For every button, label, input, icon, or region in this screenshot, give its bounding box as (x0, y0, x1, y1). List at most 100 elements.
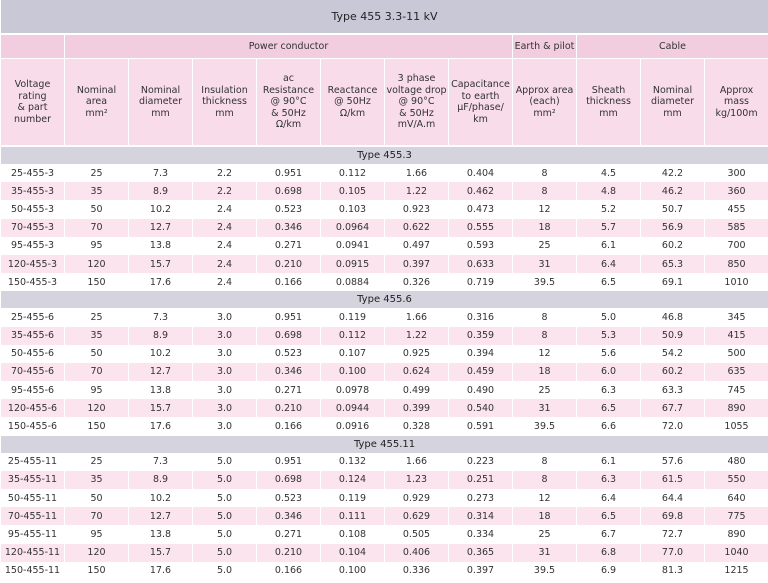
cell: 300 (703, 164, 768, 183)
cell: 25 (64, 164, 129, 183)
cell: 10.2 (128, 200, 193, 219)
cell: 25 (512, 381, 577, 400)
cell: 12.7 (128, 507, 193, 526)
cell: 6.5 (576, 273, 641, 292)
cell: 31 (512, 399, 577, 418)
cell: 4.8 (576, 182, 641, 201)
cell: 8.9 (128, 182, 193, 201)
cell: 635 (703, 362, 768, 382)
cell: 64.4 (640, 489, 705, 508)
cell: 1.66 (384, 452, 449, 471)
cell: 25-455-3 (0, 164, 65, 183)
cell: 0.108 (320, 525, 385, 544)
cell: 0.111 (320, 507, 385, 526)
cell: 2.2 (192, 182, 257, 201)
cell: 7.3 (128, 452, 193, 471)
cell: 6.8 (576, 543, 641, 562)
cell: 500 (703, 344, 768, 363)
data-row: 95-455-11 95 13.8 5.0 0.271 0.108 0.505 0.334 25… (0, 525, 768, 544)
cell: 54.2 (640, 344, 705, 363)
cell: 415 (703, 326, 768, 345)
cell: 0.629 (384, 507, 449, 526)
cell: 70-455-11 (0, 507, 65, 526)
cell: 13.8 (128, 236, 193, 255)
cell: 150-455-11 (0, 561, 65, 580)
cell: 0.124 (320, 470, 385, 489)
data-row: 25-455-3 25 7.3 2.2 0.951 0.112 1.66 0.404 8 4.5 4… (0, 164, 768, 183)
cell: 0.112 (320, 326, 385, 345)
cell: 25 (64, 452, 129, 471)
cell: 0.0941 (320, 236, 385, 255)
column-header: Insulation thickness mm (192, 58, 257, 147)
cell: 0.0944 (320, 399, 385, 418)
data-row: 95-455-3 95 13.8 2.4 0.271 0.0941 0.497 0.593 25… (0, 236, 768, 255)
cell: 0.314 (448, 507, 513, 526)
cell: 6.5 (576, 399, 641, 418)
cell: 345 (703, 308, 768, 327)
cell: 0.698 (256, 326, 321, 345)
cell: 50 (64, 344, 129, 363)
cell: 6.4 (576, 254, 641, 274)
cell: 95 (64, 525, 129, 544)
cell: 0.210 (256, 399, 321, 418)
cell: 3.0 (192, 326, 257, 345)
cell: 2.2 (192, 164, 257, 183)
cell: 8.9 (128, 470, 193, 489)
cell: 0.0884 (320, 273, 385, 292)
cell: 39.5 (512, 273, 577, 292)
column-header: Nominal diameter mm (128, 58, 193, 147)
data-row: 35-455-11 35 8.9 5.0 0.698 0.124 1.23 0.251 8 6.3… (0, 470, 768, 489)
cell: 5.0 (192, 489, 257, 508)
cell: 5.6 (576, 344, 641, 363)
cell: 25 (512, 236, 577, 255)
cell: 2.4 (192, 218, 257, 237)
cell: 0.119 (320, 308, 385, 327)
data-row: 35-455-3 35 8.9 2.2 0.698 0.105 1.22 0.462 8 4.8 4… (0, 182, 768, 201)
data-row: 35-455-6 35 8.9 3.0 0.698 0.112 1.22 0.359 8 5.3 5… (0, 326, 768, 345)
column-header: Nominal diameter mm (640, 58, 705, 147)
cell: 6.3 (576, 381, 641, 400)
cell: 69.1 (640, 273, 705, 292)
cell: 0.0915 (320, 254, 385, 274)
cell: 700 (703, 236, 768, 255)
cell: 0.459 (448, 362, 513, 382)
cell: 120 (64, 254, 129, 274)
cell: 0.593 (448, 236, 513, 255)
cell: 0.223 (448, 452, 513, 471)
section-row: Type 455.11 (0, 435, 768, 453)
cell: 0.346 (256, 362, 321, 382)
column-header: Voltage rating & part number (0, 58, 65, 147)
cell: 10.2 (128, 344, 193, 363)
cell: 0.951 (256, 452, 321, 471)
cell: 15.7 (128, 254, 193, 274)
cell: 3.0 (192, 362, 257, 382)
cell: 95-455-11 (0, 525, 65, 544)
cell: 1215 (703, 561, 768, 580)
cell: 0.473 (448, 200, 513, 219)
cell: 95 (64, 236, 129, 255)
cell: 8 (512, 164, 577, 183)
header-row: Voltage rating & part number Nominal area… (0, 58, 768, 147)
cell: 1010 (703, 273, 768, 292)
cell: 0.719 (448, 273, 513, 292)
cell: 0.462 (448, 182, 513, 201)
cell: 120-455-11 (0, 543, 65, 562)
data-row: 70-455-11 70 12.7 5.0 0.346 0.111 0.629 0.314 18… (0, 507, 768, 526)
section-row: Type 455.6 (0, 291, 768, 309)
column-header: Reactance @ 50Hz Ω/km (320, 58, 385, 147)
cell: 150-455-3 (0, 273, 65, 292)
section-row: Type 455.3 (0, 146, 768, 164)
data-row: 50-455-6 50 10.2 3.0 0.523 0.107 0.925 0.394 12 5… (0, 344, 768, 363)
cell: 5.0 (576, 308, 641, 327)
cell: 585 (703, 218, 768, 237)
cell: 0.365 (448, 543, 513, 562)
cell: 0.336 (384, 561, 449, 580)
cell: 0.326 (384, 273, 449, 292)
table-title: Type 455 3.3-11 kV (0, 0, 768, 35)
group-header (0, 34, 65, 59)
column-header: Capacitance to earth µF/phase/ km (448, 58, 513, 147)
cell: 0.523 (256, 344, 321, 363)
cell: 60.2 (640, 362, 705, 382)
cell: 17.6 (128, 417, 193, 436)
